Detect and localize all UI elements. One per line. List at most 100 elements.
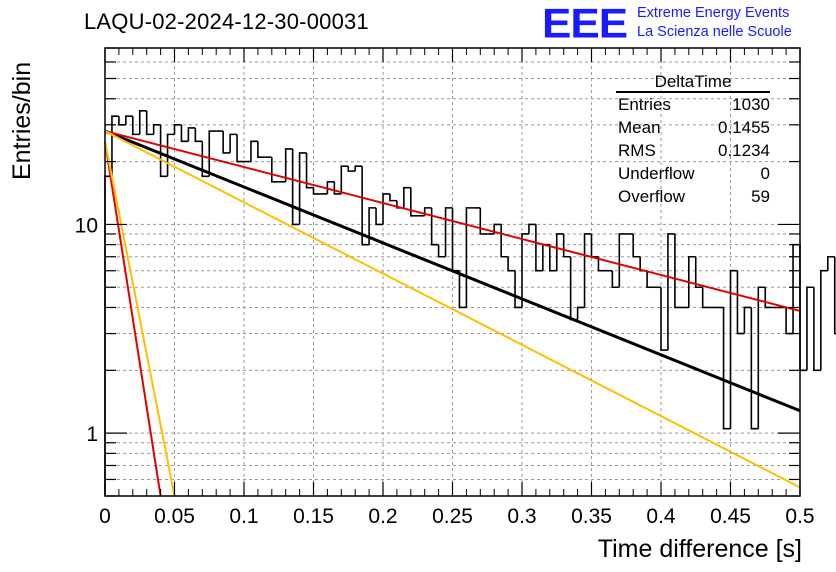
histogram-bin	[291, 148, 300, 226]
histogram-bin	[250, 140, 258, 162]
x-tick-label: 0.15	[293, 505, 334, 528]
fit-orange-fast	[104, 141, 176, 497]
histogram-bin	[271, 157, 279, 183]
stats-box: DeltaTime Entries 1030 Mean 0.1455 RMS 0…	[608, 72, 778, 208]
x-tick-label: 0.3	[507, 505, 536, 528]
histogram-bin	[639, 256, 648, 272]
histogram-bin	[340, 165, 349, 194]
histogram-bin	[479, 207, 488, 235]
histogram-bin	[236, 134, 244, 163]
histogram-bin	[138, 110, 147, 135]
histogram-bin	[820, 269, 828, 371]
histogram-bin	[444, 207, 453, 257]
stats-header: DeltaTime	[616, 72, 770, 93]
histogram-bin	[298, 152, 307, 225]
histogram-bin	[305, 152, 314, 189]
x-tick-label: 0.25	[432, 505, 473, 528]
histogram-bin	[729, 269, 738, 429]
histogram-bin	[208, 130, 217, 177]
histogram-bin	[389, 193, 397, 202]
histogram-bin	[111, 115, 119, 177]
x-tick-label: 0.2	[368, 505, 397, 528]
stats-row-mean: Mean 0.1455	[608, 116, 778, 139]
stats-key: Overflow	[618, 187, 686, 206]
histogram-bin	[451, 207, 460, 272]
histogram-bin	[549, 244, 557, 272]
stats-key: Entries	[618, 95, 671, 114]
x-tick-label: 0.05	[154, 505, 195, 528]
histogram-bin	[785, 307, 794, 335]
histogram-bin	[827, 255, 835, 271]
histogram-bin	[347, 166, 356, 172]
eee-logo-mark: EEE	[542, 0, 628, 47]
histogram-bin	[507, 256, 516, 272]
histogram-bin	[173, 124, 182, 135]
histogram-bin	[521, 233, 529, 308]
histogram-bin	[430, 207, 439, 246]
histogram-bin	[194, 127, 203, 143]
histogram-bin	[375, 207, 383, 226]
histogram-bin	[284, 148, 293, 182]
histogram-bin	[743, 306, 752, 334]
histogram-bin	[757, 286, 766, 429]
histogram-bin	[562, 233, 571, 258]
fit-red-fast	[104, 141, 162, 497]
x-tick-label: 0.1	[229, 505, 258, 528]
histogram-bin	[694, 256, 703, 289]
histogram-bin	[312, 187, 321, 195]
histogram-bin	[361, 166, 370, 246]
histogram-bin	[833, 256, 836, 335]
histogram-bin	[701, 287, 710, 309]
histogram-bin	[583, 233, 592, 308]
histogram-bin	[333, 181, 342, 195]
x-axis-label: Time difference [s]	[597, 535, 802, 563]
fit-orange-slow	[104, 130, 801, 489]
histogram-bin	[152, 124, 161, 135]
histogram-bin	[674, 233, 682, 309]
y-tick-label: 10	[75, 214, 98, 237]
stats-row-underflow: Underflow 0	[608, 162, 778, 185]
histogram-bin	[159, 124, 168, 178]
histogram-bin	[764, 287, 773, 309]
stats-key: RMS	[618, 141, 656, 160]
stats-value: 1030	[732, 95, 770, 114]
histogram-bin	[118, 116, 126, 126]
histogram-bin	[750, 307, 759, 430]
y-axis-ticks: 1 10	[75, 47, 800, 497]
histogram-bin	[632, 233, 641, 258]
histogram-bin	[542, 243, 550, 271]
stats-value: 0	[760, 164, 770, 183]
histogram-bin	[145, 110, 154, 136]
histogram-bin	[576, 306, 585, 320]
stats-row-rms: RMS 0.1234	[608, 139, 778, 162]
x-tick-label: 0	[99, 505, 111, 528]
histogram-bin	[354, 165, 363, 172]
stats-key: Mean	[618, 118, 661, 137]
histogram-bin	[403, 186, 411, 208]
eee-logo-line1: Extreme Energy Events	[637, 5, 790, 21]
stats-key: Underflow	[618, 164, 695, 183]
histogram-bin	[458, 270, 467, 309]
x-axis-ticks: 0 0.05 0.1 0.15 0.2 0.25 0.3 0.35 0.4 0.45 0.5	[99, 48, 815, 528]
histogram-bin	[555, 233, 564, 271]
histogram-bin	[132, 116, 140, 136]
y-axis-label: Entries/bin	[8, 61, 36, 180]
stats-value: 59	[751, 187, 770, 206]
histogram-bin	[535, 224, 543, 272]
histogram-title: LAQU-02-2024-12-30-00031	[84, 9, 369, 34]
y-tick-label: 1	[86, 423, 98, 446]
histogram-bin	[382, 193, 390, 225]
fit-red-slow	[104, 130, 801, 312]
x-tick-label: 0.45	[710, 505, 751, 528]
histogram-bin	[806, 286, 814, 371]
histogram-bin	[813, 287, 821, 372]
histogram-bin	[465, 207, 474, 308]
histogram-bin	[618, 233, 627, 288]
histogram-bin	[368, 207, 377, 245]
histogram-bin	[528, 223, 536, 234]
histogram-bin	[410, 187, 418, 217]
histogram-bin	[646, 270, 655, 289]
histogram-bin	[201, 141, 210, 178]
histogram-bin	[611, 270, 620, 289]
histogram-bin	[597, 256, 606, 272]
